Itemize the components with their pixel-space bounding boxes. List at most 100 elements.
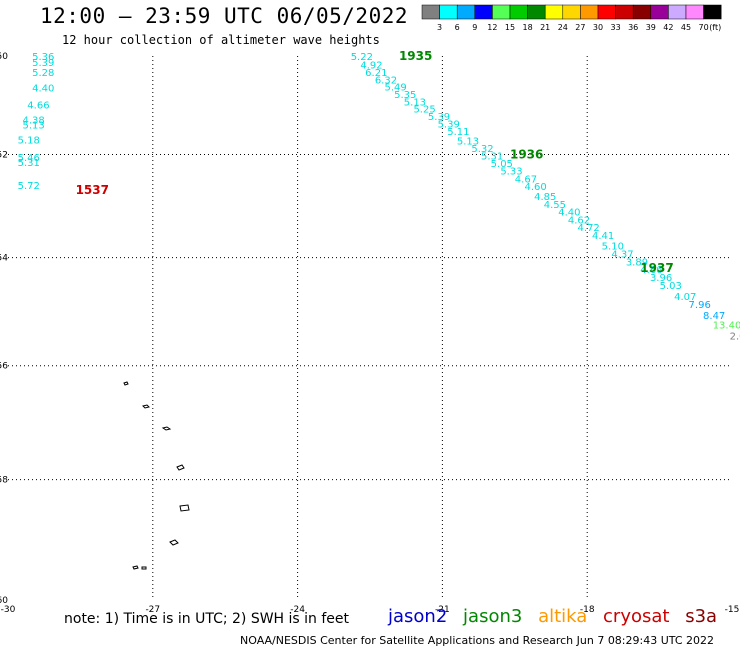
colorbar-tick-label: 36 (628, 23, 638, 32)
colorbar-tick-label: 12 (487, 23, 497, 32)
south-sandwich-islands (123, 381, 190, 570)
colorbar-swatch (615, 4, 634, 20)
satellite-jason3: jason3 (463, 606, 523, 627)
wave-height-value: 4.67 (515, 174, 537, 185)
wave-height-value: 5.39 (32, 58, 54, 69)
island-outline (176, 464, 185, 471)
colorbar-swatch (597, 4, 616, 20)
wave-height-value: 5.33 (500, 167, 522, 178)
colorbar-tick-label: 24 (558, 23, 568, 32)
colorbar-tick-label: 3 (437, 23, 442, 32)
wave-height-value: 5.13 (404, 97, 426, 108)
wave-height-value: 4.60 (524, 182, 546, 193)
wave-height-value: 5.35 (394, 90, 416, 101)
wave-height-value: 5.31 (18, 158, 40, 169)
wave-height-value: 6.21 (365, 68, 387, 79)
wave-height-value: 4.40 (558, 208, 580, 219)
colorbar-swatch (685, 4, 704, 20)
island-outline (132, 565, 139, 570)
lon-tick-label: -18 (580, 605, 595, 615)
colorbar-tick-label: 18 (523, 23, 533, 32)
wave-height-value: 5.11 (447, 127, 469, 138)
wave-height-value: 5.39 (428, 112, 450, 123)
colorbar-swatch (544, 4, 564, 20)
wave-height-value: 5.05 (491, 159, 513, 170)
colorbar-tick-label: 27 (575, 23, 585, 32)
wave-height-value: 5.72 (18, 181, 40, 192)
wave-height-value: 4.72 (578, 223, 600, 234)
lon-tick-label: -21 (435, 605, 450, 615)
wave-height-value: 4.62 (568, 215, 590, 226)
colorbar-tick-label: 30 (593, 23, 603, 32)
footer-credit: NOAA/NESDIS Center for Satellite Applica… (240, 634, 715, 647)
lon-tick-label: -15 (725, 605, 740, 615)
color-scale-legend: 3 6 9 12 15 18 21 24 27 30 33 36 39 42 45 70 (ft) (421, 4, 722, 32)
wave-height-value: 5.28 (32, 68, 54, 79)
colorbar-swatch (650, 4, 669, 20)
colorbar-tick-label: 9 (472, 23, 477, 32)
wave-height-value: 4.55 (544, 200, 566, 211)
colorbar-tick-label: 6 (455, 23, 460, 32)
wave-height-labels: 5.224.926.216.325.495.355.135.255.395.39… (18, 52, 740, 342)
wave-height-value: 13.40 (713, 321, 740, 332)
lon-tick-label: -24 (290, 605, 305, 615)
lat-tick-label: -54 (0, 254, 8, 264)
wave-height-value: 4.66 (640, 265, 662, 276)
colorbar-swatch (509, 4, 528, 20)
colorbar-swatch (421, 4, 440, 20)
satellite-altika: altika (538, 606, 588, 627)
pass-time-label: 1935 (399, 49, 432, 63)
lat-tick-label: -56 (0, 362, 8, 372)
wave-height-value: 5.25 (413, 105, 435, 116)
wave-height-value: 4.07 (674, 292, 696, 303)
colorbar-swatch (439, 4, 458, 20)
wave-height-value: 3.96 (650, 273, 672, 284)
wave-height-value: 5.31 (481, 152, 503, 163)
wave-height-value: 5.36 (32, 52, 54, 63)
wave-height-value: 7.96 (689, 300, 711, 311)
colorbar-tick-label: 33 (611, 23, 621, 32)
page-title: 12:00 – 23:59 UTC 06/05/2022 (40, 4, 409, 28)
island-outline (142, 404, 150, 409)
wave-height-value: 3.89 (626, 257, 648, 268)
satellite-jason2: jason2 (388, 606, 448, 627)
colorbar-swatch (527, 4, 546, 20)
wave-height-value: 4.38 (22, 116, 44, 127)
wave-height-value: 5.39 (438, 120, 460, 131)
island-outline (161, 426, 172, 431)
colorbar-swatch (456, 4, 476, 20)
colorbar-swatch (632, 4, 652, 20)
colorbar-tick-label: 15 (505, 23, 515, 32)
note-text: note: 1) Time is in UTC; 2) SWH is in fe… (64, 611, 350, 627)
lon-tick-label: -30 (1, 605, 16, 615)
wave-height-value: 5.22 (351, 52, 373, 63)
island-outline (179, 504, 190, 512)
wave-height-value: 5.03 (660, 281, 682, 292)
pass-time-label: 1936 (510, 148, 543, 162)
wave-height-value: 5.32 (471, 144, 493, 155)
colorbar-tick-label: 39 (646, 23, 656, 32)
wave-height-value: 5.18 (18, 135, 40, 146)
wave-height-value: 4.37 (611, 249, 633, 260)
page-subtitle: 12 hour collection of altimeter wave hei… (62, 33, 380, 47)
wave-height-value: 5.13 (22, 121, 44, 132)
wave-height-value: 8.47 (703, 311, 725, 322)
wave-height-value: 5.10 (602, 241, 624, 252)
lat-tick-label: -58 (0, 476, 8, 486)
lat-tick-label: -52 (0, 151, 8, 161)
island-outline (123, 381, 129, 386)
pass-time-labels: 1935 1936 1937 1537 (76, 49, 674, 275)
pass-time-label: 1937 (640, 261, 673, 275)
satellite-legend: jason2 jason3 altika cryosat s3a (388, 606, 727, 627)
colorbar-swatch (474, 4, 493, 20)
wave-height-value: 2.0 (730, 331, 740, 342)
colorbar-swatch (562, 4, 581, 20)
wave-height-value: 4.40 (32, 84, 54, 95)
satellite-cryosat: cryosat (603, 606, 670, 627)
colorbar-swatch (580, 4, 599, 20)
map-grid: -30 -27 -24 -21 -18 -15 -50 -52 -54 -56 -58 -60 (0, 52, 739, 615)
colorbar-tick-label: 21 (540, 23, 550, 32)
wave-height-value: 4.92 (360, 61, 382, 72)
